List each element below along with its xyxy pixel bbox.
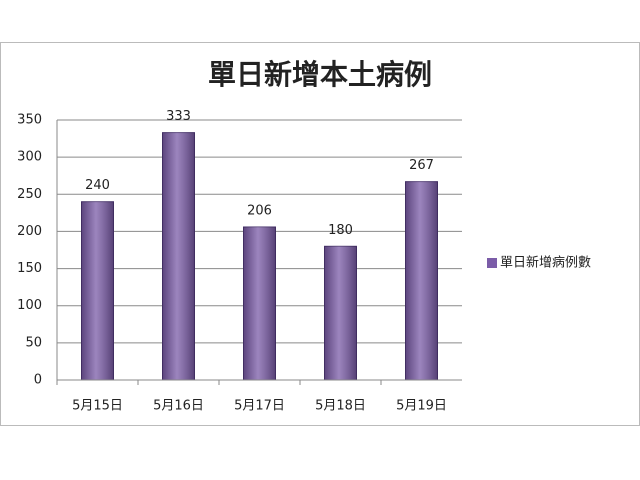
value-label: 206	[247, 203, 272, 218]
value-label: 267	[409, 158, 434, 173]
bar-shade	[243, 226, 276, 380]
value-label: 180	[328, 223, 353, 238]
y-tick-label: 350	[17, 113, 42, 128]
y-tick-label: 150	[17, 261, 42, 276]
legend-swatch	[487, 258, 497, 268]
bar-shade	[405, 181, 438, 380]
y-tick-label: 250	[17, 187, 42, 202]
bar-shade	[162, 132, 195, 380]
bar-shade	[81, 201, 114, 380]
x-tick-label: 5月16日	[153, 399, 204, 414]
y-tick-label: 50	[25, 335, 42, 350]
chart-title: 單日新增本土病例	[208, 58, 432, 91]
y-tick-label: 200	[17, 224, 42, 239]
y-tick-label: 100	[17, 298, 42, 313]
value-label: 333	[166, 109, 191, 124]
bar-shade	[324, 246, 357, 380]
legend-label: 單日新增病例數	[500, 255, 591, 271]
x-tick-label: 5月18日	[315, 399, 366, 414]
x-tick-label: 5月19日	[396, 399, 447, 414]
y-tick-label: 300	[17, 150, 42, 165]
y-tick-label: 0	[34, 373, 42, 388]
x-tick-label: 5月17日	[234, 399, 285, 414]
x-tick-label: 5月15日	[72, 399, 123, 414]
value-label: 240	[85, 178, 110, 193]
